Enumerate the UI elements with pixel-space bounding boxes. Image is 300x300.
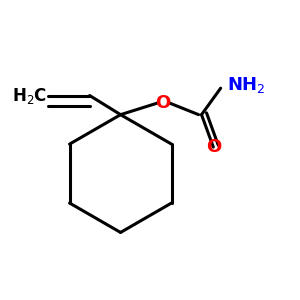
Text: H$_2$C: H$_2$C	[12, 85, 47, 106]
Text: O: O	[156, 94, 171, 112]
Text: O: O	[206, 138, 221, 156]
Text: NH$_2$: NH$_2$	[226, 75, 265, 95]
